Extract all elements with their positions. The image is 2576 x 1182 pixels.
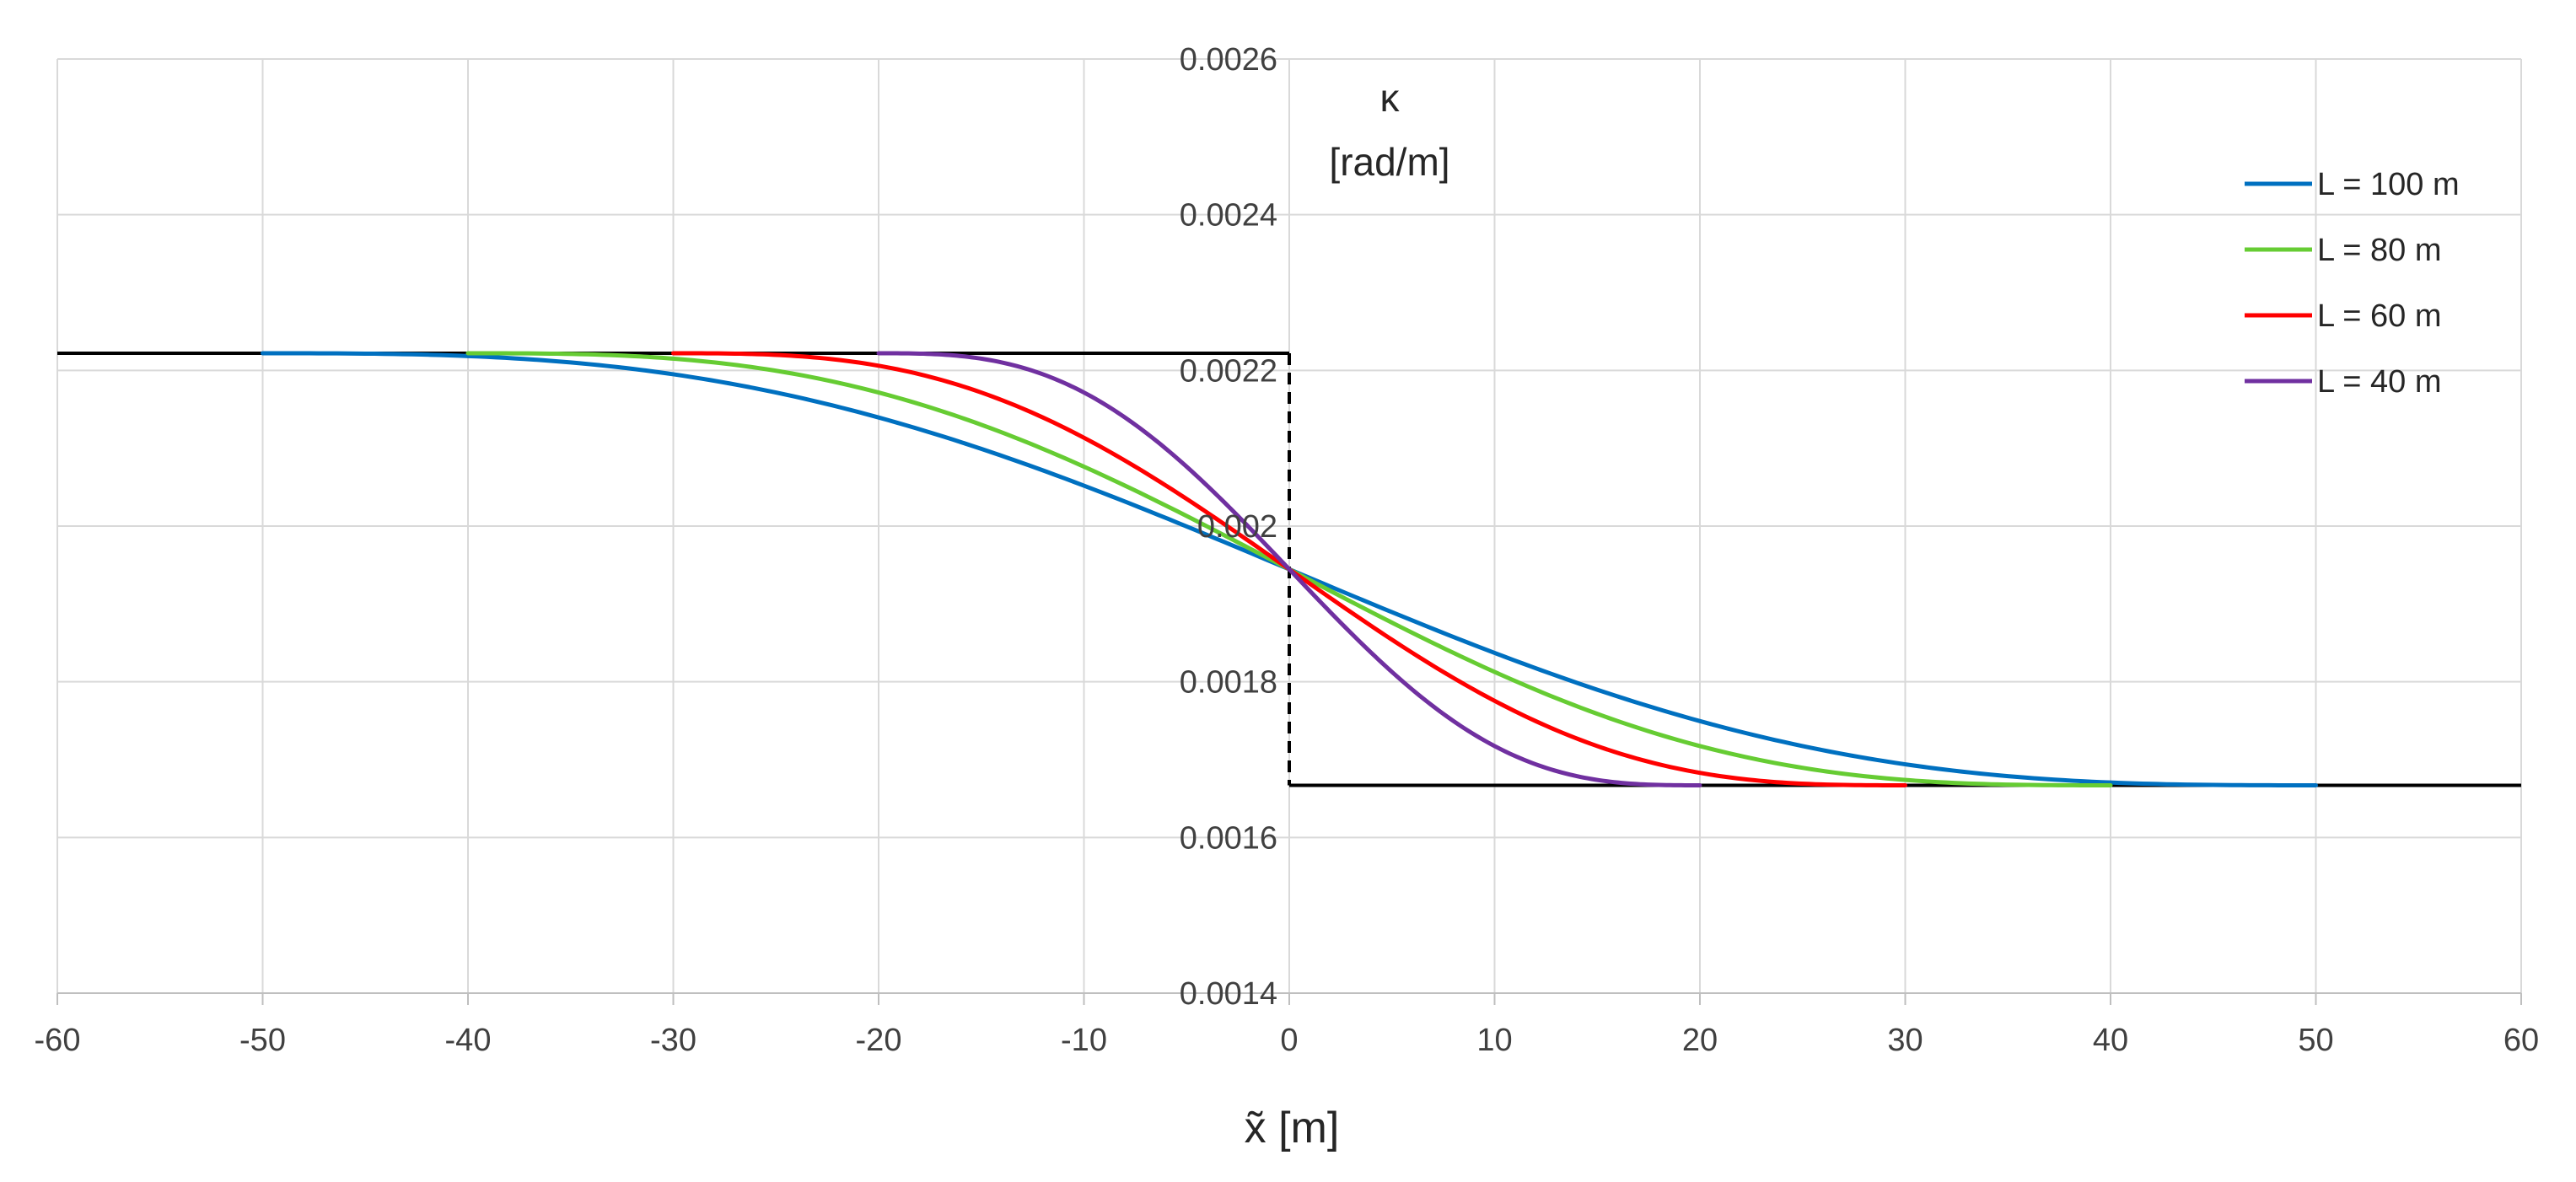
legend-label: L = 40 m [2317,364,2442,400]
x-tick-label: -40 [445,1023,492,1058]
x-axis-label: x̃ [m] [1245,1104,1340,1152]
y-tick-label: 0.0016 [1180,820,1277,856]
y-tick-label: 0.0024 [1180,198,1277,234]
y-tick-label: 0.002 [1197,509,1277,545]
legend-label: L = 100 m [2317,167,2460,202]
y-axis-label-symbol: κ [1380,76,1401,120]
x-tick-label: 60 [2503,1023,2539,1058]
y-tick-label: 0.0026 [1180,42,1277,78]
series-group [261,351,2318,787]
x-axis [56,992,2522,1005]
x-tick-label: -20 [856,1023,902,1058]
x-tick-label: 10 [1476,1023,1512,1058]
x-axis-tick-labels: -60 -50 -40 -30 -20 -10 0 10 20 30 40 50 60 [35,1023,2540,1058]
series-line-40m [876,351,1702,787]
x-tick-label: 40 [2093,1023,2128,1058]
x-tick-label: -50 [239,1023,286,1058]
x-tick-label: 50 [2298,1023,2333,1058]
x-tick-label: 30 [1887,1023,1923,1058]
y-tick-label: 0.0018 [1180,665,1277,701]
x-tick-label: -60 [35,1023,81,1058]
x-tick-label: 0 [1280,1023,1298,1058]
x-tick-label: -10 [1061,1023,1107,1058]
legend: L = 100 m L = 80 m L = 60 m L = 40 m [2245,167,2460,400]
legend-label: L = 80 m [2317,233,2442,268]
y-tick-label: 0.0022 [1180,353,1277,389]
y-axis-label-unit: [rad/m] [1329,140,1449,184]
x-tick-label: -30 [650,1023,696,1058]
legend-label: L = 60 m [2317,298,2442,334]
x-tick-label: 20 [1682,1023,1718,1058]
y-axis-tick-labels: 0.0014 0.0016 0.0018 0.002 0.0022 0.0024 0.002… [1180,42,1277,1012]
y-tick-label: 0.0014 [1180,976,1277,1012]
